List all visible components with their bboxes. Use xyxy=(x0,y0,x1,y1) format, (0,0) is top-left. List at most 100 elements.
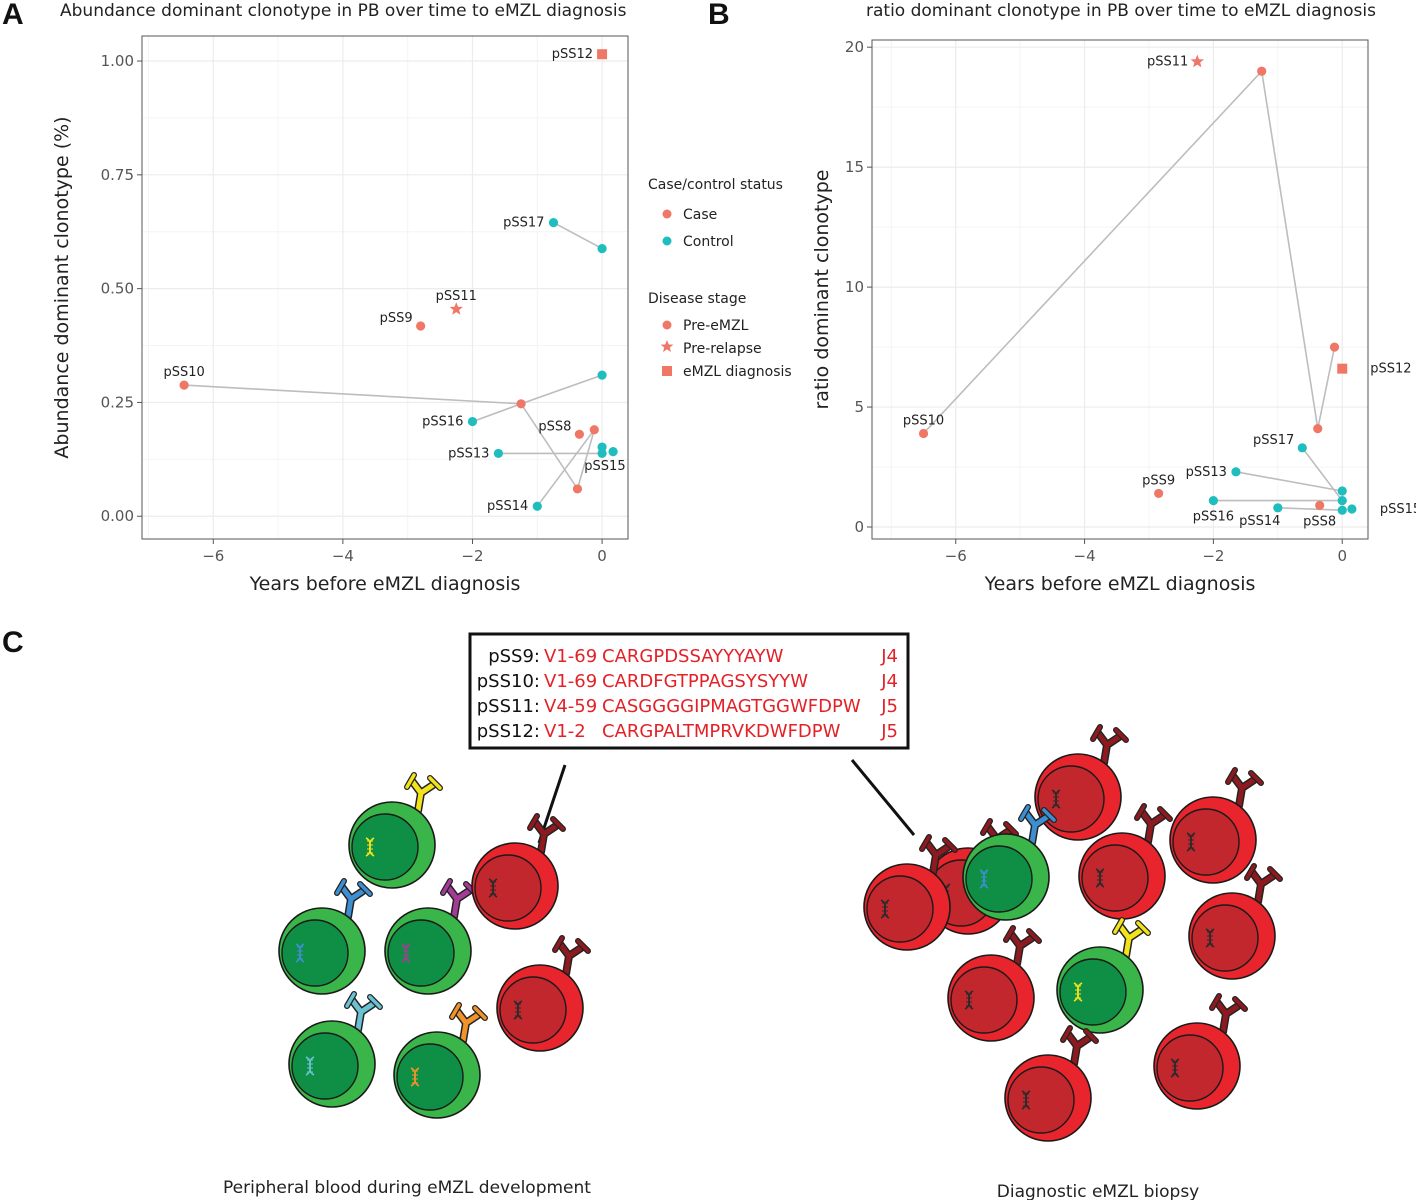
dna-icon xyxy=(305,1056,315,1076)
caption-peripheral-blood: Peripheral blood during eMZL development xyxy=(223,1178,591,1198)
dna-icon xyxy=(488,878,498,898)
b-cell-receptor-icon xyxy=(1018,804,1057,847)
dna-icon xyxy=(1095,868,1105,888)
b-cell-receptor-icon xyxy=(1003,925,1042,968)
chart-a-point-control xyxy=(548,218,559,228)
chart-b-point-control xyxy=(1337,505,1347,515)
normal-b-cell xyxy=(962,804,1057,921)
panel-a-letter: A xyxy=(2,0,24,31)
b-cell-receptor-icon xyxy=(1244,863,1283,906)
pointer-line-right xyxy=(850,759,916,836)
chart-b-point-relapse xyxy=(1190,54,1204,68)
dna-icon xyxy=(964,990,974,1010)
chart-a-point-label: pSS14 xyxy=(487,499,528,514)
legend-pre-relapse-marker xyxy=(660,340,674,352)
b-cell-receptor-icon xyxy=(527,813,566,856)
legend-stage-title: Disease stage xyxy=(648,291,746,307)
b-cell-receptor-icon xyxy=(404,772,443,815)
chart-a-point-control xyxy=(467,416,478,427)
normal-b-cell xyxy=(393,1002,488,1119)
chart-b-point-control xyxy=(1337,496,1347,506)
chart-a-y-tick-label: 1.00 xyxy=(101,52,134,70)
cell-nucleus xyxy=(291,1032,359,1100)
chart-a-point-diagnosis xyxy=(597,49,608,60)
chart-a-point-label: pSS17 xyxy=(503,216,544,231)
legend-status-title: Case/control status xyxy=(648,177,783,193)
chart-a-y-tick-label: 0.00 xyxy=(101,507,134,525)
sequence-row-cdr3: CASGGGGIPMAGTGGWFDPW xyxy=(602,696,861,717)
chart-b-point-label: pSS14 xyxy=(1239,514,1280,529)
dna-icon xyxy=(365,837,375,857)
chart-a-point-case xyxy=(416,321,426,331)
sequence-row-id: pSS12: xyxy=(477,721,540,742)
cell-nucleus xyxy=(1081,844,1149,912)
cell-nucleus xyxy=(387,919,455,987)
chart-b-point-case xyxy=(1315,500,1325,511)
b-cell-receptor-icon xyxy=(344,991,383,1034)
panel-b-letter: B xyxy=(708,0,730,31)
chart-a-point-label: pSS16 xyxy=(422,415,463,430)
chart-a-point-label: pSS11 xyxy=(436,289,477,304)
chart-a-x-tick-label: −4 xyxy=(332,547,354,565)
malignant-b-cell xyxy=(947,925,1042,1042)
chart-a-point-case xyxy=(572,484,583,494)
chart-b-y-tick-label: 5 xyxy=(854,398,864,416)
chart-a-point-case xyxy=(574,429,585,439)
legend-control-marker xyxy=(662,236,672,246)
chart-b-y-axis-title: ratio dominant clonotype xyxy=(811,170,833,410)
normal-b-cell xyxy=(278,878,373,995)
chart-a-point-control xyxy=(597,370,607,380)
chart-b-point-control xyxy=(1231,467,1241,477)
sequence-row-j-gene: J5 xyxy=(880,696,898,717)
cell-nucleus xyxy=(1007,1066,1075,1134)
chart-a-point-control xyxy=(597,442,607,452)
chart-b-point-label: pSS9 xyxy=(1142,473,1175,488)
chart-a-plot-frame xyxy=(141,35,629,540)
chart-a-x-tick-label: −2 xyxy=(461,547,483,565)
sequence-row-v-gene: V1-69 xyxy=(544,646,597,667)
dna-icon xyxy=(979,869,989,889)
legend-control-label: Control xyxy=(683,234,734,250)
malignant-b-cell xyxy=(1153,993,1248,1110)
panel-c-letter: C xyxy=(2,626,24,659)
chart-b-point-control xyxy=(1208,496,1219,506)
malignant-b-cell xyxy=(496,935,591,1052)
malignant-b-cell xyxy=(1169,767,1264,884)
sequence-row-j-gene: J5 xyxy=(880,721,898,742)
dna-icon xyxy=(1051,789,1061,809)
chart-a-point-control xyxy=(597,243,607,254)
chart-b-y-tick-label: 0 xyxy=(854,518,864,536)
cell-nucleus xyxy=(1172,808,1240,876)
legend: Case/control status Case Control Disease… xyxy=(648,177,792,380)
chart-b-y-tick-label: 10 xyxy=(845,278,864,296)
b-cell-receptor-icon xyxy=(334,878,373,921)
legend-case-label: Case xyxy=(683,207,717,223)
sequence-row-cdr3: CARGPDSSAYYYAYW xyxy=(602,646,784,667)
chart-b-plot-frame xyxy=(871,39,1369,540)
b-cell-receptor-icon xyxy=(1090,724,1129,767)
legend-case-marker xyxy=(662,209,672,219)
cell-nucleus xyxy=(396,1043,464,1111)
chart-b-point-control xyxy=(1297,443,1307,453)
legend-diagnosis-label: eMZL diagnosis xyxy=(683,364,792,380)
chart-b-connector-line xyxy=(922,69,1336,434)
chart-b-x-tick-label: −4 xyxy=(1074,547,1096,565)
cell-nucleus xyxy=(499,976,567,1044)
chart-b-point-case xyxy=(1154,488,1164,499)
sequence-row-id: pSS9: xyxy=(488,646,540,667)
chart-a-point-label: pSS9 xyxy=(380,311,413,326)
cell-nucleus xyxy=(1191,904,1259,972)
cell-nucleus xyxy=(1156,1034,1224,1102)
chart-b-point-label: pSS17 xyxy=(1253,433,1294,448)
b-cell-receptor-icon xyxy=(1060,1025,1099,1068)
chart-b-point-label: pSS8 xyxy=(1303,514,1336,529)
chart-b-x-tick-label: −6 xyxy=(945,547,967,565)
sequence-row-v-gene: V1-2 xyxy=(544,721,586,742)
b-cell-receptor-icon xyxy=(552,935,591,978)
chart-b-point-label: pSS15 xyxy=(1380,502,1416,517)
legend-pre-emzl-marker xyxy=(662,320,672,330)
sequence-box-frame xyxy=(468,632,910,750)
dna-icon xyxy=(1021,1090,1031,1110)
chart-a-point-control xyxy=(493,448,503,459)
b-cell-receptor-icon xyxy=(1134,803,1173,846)
